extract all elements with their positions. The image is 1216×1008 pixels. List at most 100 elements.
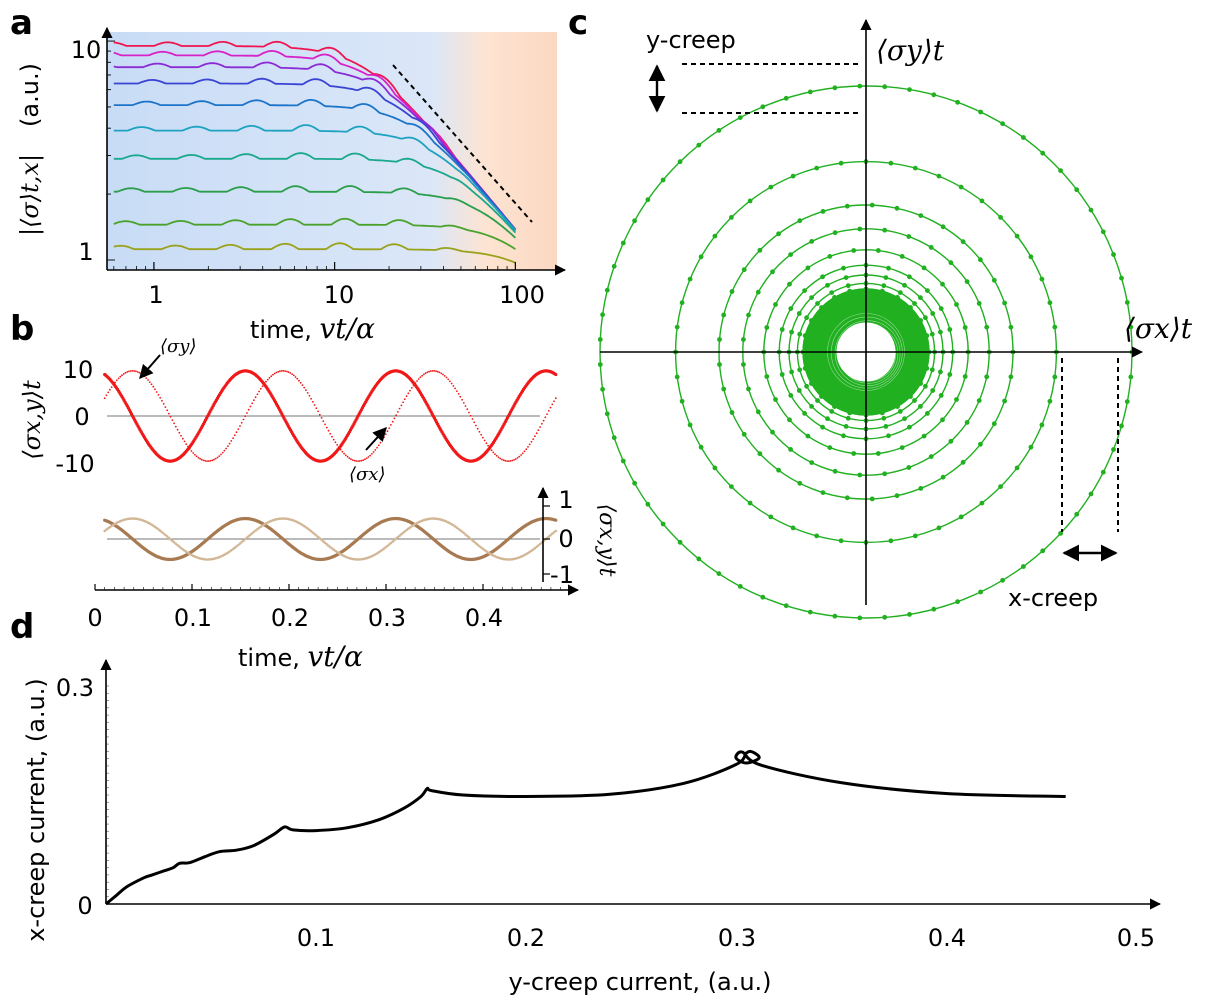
panel-b-top-point-1-225 <box>494 453 496 456</box>
panel-c-point-2-17 <box>721 386 727 392</box>
panel-b-top-point-1-204 <box>457 393 460 395</box>
panel-b-top-point-1-226 <box>495 454 498 457</box>
panel-b-top-point-1-41 <box>174 425 177 428</box>
panel-c-point-6-1 <box>938 369 943 375</box>
panel-b-top-point-1-67 <box>220 453 222 456</box>
panel-b-top-point-1-114 <box>301 384 304 386</box>
panel-b-top-point-1-7 <box>115 379 118 382</box>
panel-b-bottom-point-1-125 <box>320 538 323 542</box>
panel-c-point-0-58 <box>1040 150 1046 156</box>
panel-b-top-point-1-101 <box>279 370 281 373</box>
panel-b-top-point-1-100 <box>277 370 280 373</box>
panel-c-point-7-2 <box>923 383 928 389</box>
panel-c-point-1-7 <box>979 500 985 506</box>
panel-a: a 1 10 100 1 10 time, vt/α |⟨σ⟩t,x| (a.u… <box>10 3 567 345</box>
panel-b-bottom-point-1-168 <box>394 537 398 540</box>
panel-b-top-point-1-51 <box>192 452 195 454</box>
panel-b-xtick-0.2: 0.2 <box>271 604 309 632</box>
panel-b-bottom-point-1-205 <box>459 529 462 532</box>
panel-a-label: a <box>10 3 33 43</box>
panel-b-top-point-1-195 <box>442 373 444 376</box>
panel-c-point-3-5 <box>928 454 934 459</box>
panel-b-top-point-1-126 <box>322 420 325 423</box>
panel-b-xtick-0: 0 <box>87 604 102 632</box>
panel-b-top-point-1-216 <box>478 430 481 433</box>
panel-c-point-1-41 <box>979 198 985 204</box>
panel-b-top-point-1-11 <box>122 373 125 375</box>
panel-b-top-point-1-200 <box>450 382 453 385</box>
panel-c-point-7-3 <box>912 398 917 403</box>
panel-c-point-4-5 <box>899 445 905 450</box>
panel-a-xtick-1: 1 <box>148 281 163 309</box>
panel-b-top-point-1-115 <box>303 386 306 389</box>
panel-b-top-point-1-91 <box>261 385 264 388</box>
panel-c-point-7-16 <box>829 290 835 295</box>
panel-c-point-1-43 <box>1014 233 1020 239</box>
panel-c-point-5-14 <box>788 306 794 311</box>
panel-b-bottom-point-1-41 <box>174 542 178 546</box>
panel-c-point-0-66 <box>1128 324 1134 330</box>
panel-c-point-2-22 <box>741 267 747 273</box>
panel-b-bottom-point-1-166 <box>391 540 395 543</box>
panel-c-point-2-32 <box>960 239 966 245</box>
panel-b-top-point-1-56 <box>200 458 203 461</box>
panel-b-sigma-x-annotation: ⟨σx⟩ <box>349 464 385 485</box>
panel-c-point-1-21 <box>687 422 693 428</box>
panel-c-point-0-40 <box>645 197 651 203</box>
panel-b-top-point-1-187 <box>428 370 430 373</box>
panel-b-bottom-point-1-33 <box>160 530 164 534</box>
panel-c-point-0-32 <box>600 386 605 392</box>
panel-c-point-3-8 <box>857 472 863 478</box>
panel-b-top-point-1-178 <box>412 384 415 387</box>
panel-b-bottom-point-1-216 <box>478 544 481 548</box>
panel-c-point-3-19 <box>770 269 775 275</box>
panel-b-top-point-1-113 <box>299 381 302 384</box>
panel-c-point-1-47 <box>1052 324 1058 330</box>
panel-c-point-0-14 <box>931 606 937 612</box>
panel-b-top-point-1-88 <box>256 393 259 396</box>
panel-c-point-0-39 <box>632 218 637 224</box>
panel-c-point-3-25 <box>906 234 912 239</box>
panel-a-series-line-9 <box>113 242 516 264</box>
panel-b-top-point-1-49 <box>188 448 191 450</box>
panel-b-top-point-1-13 <box>126 371 129 373</box>
panel-b-top-point-1-172 <box>402 401 404 404</box>
panel-b-top-point-1-233 <box>508 460 510 462</box>
panel-c-point-2-19 <box>717 337 722 342</box>
panel-b-top-point-1-207 <box>462 402 465 404</box>
panel-c-point-6-22 <box>930 311 936 316</box>
panel-b-top-point-1-256 <box>547 409 550 412</box>
panel-b-top-point-1-182 <box>419 376 422 379</box>
panel-b-top-point-1-135 <box>338 446 340 449</box>
panel-b-top-point-1-159 <box>379 441 382 444</box>
panel-c-point-3-12 <box>770 429 775 435</box>
panel-b-top-point-1-74 <box>232 437 235 439</box>
panel-b-top-point-1-42 <box>176 428 179 431</box>
panel-c-point-3-3 <box>964 420 970 425</box>
panel-c-point-2-8 <box>894 493 900 499</box>
panel-b-top-point-1-35 <box>164 406 167 408</box>
panel-b-top-point-1-125 <box>320 417 323 419</box>
panel-d-xtick-0.1: 0.1 <box>297 924 335 952</box>
panel-c-point-4-19 <box>851 248 857 253</box>
panel-c-point-3-6 <box>906 465 912 470</box>
panel-c-point-6-21 <box>918 295 923 300</box>
panel-c-point-3-1 <box>984 374 990 380</box>
panel-b-top-point-1-154 <box>371 453 373 455</box>
panel-b-top-point-1-162 <box>384 433 387 436</box>
panel-b-top-point-1-64 <box>214 457 217 460</box>
panel-b-top-point-1-134 <box>336 444 339 446</box>
panel-c-point-4-14 <box>764 325 770 330</box>
panel-c-point-4-17 <box>805 265 811 271</box>
panel-b-top-point-1-145 <box>355 460 358 462</box>
panel-c-point-4-20 <box>875 248 881 253</box>
panel-c-point-1-22 <box>679 398 685 404</box>
panel-b-bottom-point-1-83 <box>247 534 250 538</box>
panel-b-top-point-1-39 <box>171 419 174 421</box>
panel-b-top-point-1-249 <box>535 432 538 435</box>
panel-c-point-4-6 <box>875 451 881 456</box>
panel-b-bottom-point-1-162 <box>384 546 388 549</box>
panel-c-point-2-24 <box>776 231 781 237</box>
panel-b-top-point-1-149 <box>362 459 365 461</box>
panel-b-top-point-1-244 <box>527 446 529 448</box>
